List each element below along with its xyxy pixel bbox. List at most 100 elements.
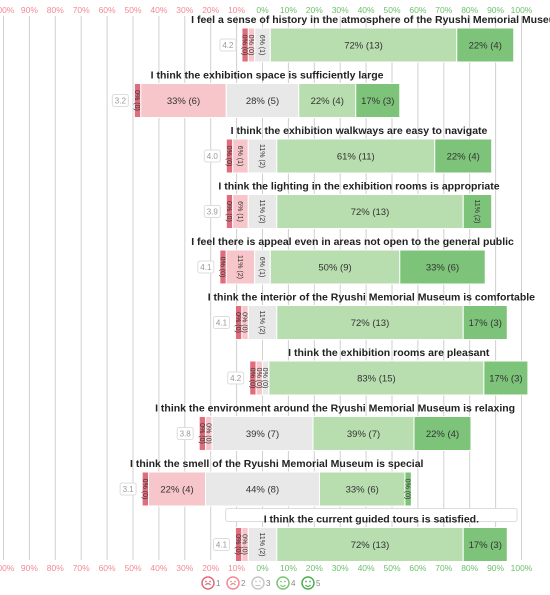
top-tick-label: 60% (409, 5, 426, 15)
segment-data-label: 72% (13) (351, 540, 390, 551)
segment-data-label: 22% (4) (469, 41, 502, 52)
bar-segment-level-2 (140, 83, 227, 118)
segment-data-label: 11% (2) (258, 200, 265, 224)
segment-data-label: 22% (4) (311, 96, 344, 107)
bottom-tick-label: 50% (383, 563, 400, 573)
question-title: I think the smell of the Ryushi Memorial… (130, 458, 424, 470)
segment-data-label: 28% (5) (246, 96, 279, 107)
mean-box (219, 38, 237, 52)
legend-label: 5 (316, 579, 321, 588)
question-title: I think the current guided tours is sati… (264, 514, 479, 526)
bottom-tick-label: 40% (150, 563, 167, 573)
segment-data-label: 72% (13) (351, 207, 390, 218)
segment-data-label: 0% (0) (141, 479, 148, 500)
question-title: I feel there is appeal even in areas not… (191, 236, 514, 248)
bottom-tick-label: 60% (409, 563, 426, 573)
mean-value: 3.1 (123, 485, 135, 494)
question-row: I think the interior of the Ryushi Memor… (208, 292, 535, 340)
segment-data-label: 0% (0) (225, 146, 232, 167)
bar-segment-level-3 (247, 305, 278, 340)
mean-value: 3.8 (180, 430, 192, 439)
bar-segment-level-2 (148, 471, 207, 507)
segment-data-label: 22% (4) (160, 485, 193, 496)
bar-segment-level-3 (247, 194, 278, 229)
top-tick-label: 50% (383, 5, 400, 15)
segment-data-label: 0% (0) (234, 312, 241, 333)
top-tick-label: 90% (21, 5, 38, 15)
segment-data-label: 17% (3) (469, 540, 502, 551)
mean-box (119, 482, 137, 496)
mean-box (176, 427, 194, 440)
segment-data-label: 0% (0) (404, 479, 411, 500)
question-title: I think the lighting in the exhibition r… (218, 181, 499, 193)
legend-label: 4 (291, 579, 296, 588)
axis-tick-labels: 100% 100% 90% 90% 80% 80% 70% 70% 60% 60% 50% 50% 40… (0, 5, 533, 573)
bar-segment-level-4 (298, 83, 357, 118)
bar-segment-level-5 (434, 138, 493, 174)
bar-segment-level-2 (225, 249, 256, 285)
bar-segment-level-5 (462, 305, 508, 340)
bottom-tick-label: 10% (280, 563, 297, 573)
segment-data-label: 83% (15) (357, 374, 396, 385)
question-title: I think the interior of the Ryushi Memor… (208, 292, 535, 304)
segment-data-label: 17% (3) (489, 374, 522, 385)
mean-box (212, 316, 230, 329)
top-tick-label: 80% (47, 5, 64, 15)
top-tick-label: 100% (0, 5, 15, 15)
segment-data-label: 0% (0) (219, 257, 226, 278)
question-row: I think the lighting in the exhibition r… (203, 181, 500, 229)
top-tick-label: 80% (461, 5, 478, 15)
bottom-tick-label: 20% (202, 563, 219, 573)
bar-segment-level-4 (276, 138, 436, 174)
segment-data-label: 0% (0) (234, 534, 241, 555)
top-tick-label: 20% (306, 5, 323, 15)
segment-data-label: 11% (2) (258, 533, 265, 557)
segment-data-label: 50% (9) (318, 263, 351, 274)
bottom-tick-label: 90% (21, 563, 38, 573)
bar-segment-level-3 (247, 138, 278, 174)
segment-data-label: 72% (13) (344, 41, 383, 52)
top-tick-label: 30% (332, 5, 349, 15)
question-row: I think the exhibition rooms are pleasan… (227, 347, 529, 396)
bottom-tick-label: 40% (358, 563, 375, 573)
mean-value: 4.1 (216, 541, 228, 550)
mean-value: 3.2 (115, 97, 127, 106)
very-happy-face-icon (301, 576, 315, 590)
bar-segment-level-5 (462, 527, 508, 562)
question-title: I think the exhibition walkways are easy… (231, 125, 488, 137)
segment-data-label: 39% (7) (347, 429, 380, 440)
neutral-face-icon (251, 576, 265, 590)
top-tick-label: 70% (73, 5, 90, 15)
mean-value: 4.0 (207, 152, 219, 161)
bar-segment-level-5 (355, 83, 401, 118)
bottom-tick-label: 90% (487, 563, 504, 573)
segment-data-label: 6% (1) (258, 35, 265, 56)
bar-segment-level-4 (276, 305, 464, 340)
question-row: I think the current guided tours is sati… (212, 508, 518, 562)
bar-segment-level-3 (211, 416, 314, 451)
segment-data-label: 33% (6) (167, 96, 200, 107)
segment-data-label: 11% (2) (258, 311, 265, 335)
bottom-tick-label: 80% (47, 563, 64, 573)
question-title: I think the environment around the Ryush… (155, 403, 515, 415)
bottom-tick-label: 30% (332, 563, 349, 573)
segment-data-label: 11% (2) (258, 144, 265, 168)
segment-data-label: 44% (8) (246, 485, 279, 496)
segment-data-label: 0% (0) (225, 201, 232, 222)
segment-data-label: 0% (0) (255, 368, 262, 389)
top-tick-label: 20% (202, 5, 219, 15)
mean-value: 4.2 (222, 41, 234, 50)
bottom-tick-label: 70% (435, 563, 452, 573)
top-tick-label: 70% (435, 5, 452, 15)
segment-data-label: 39% (7) (246, 429, 279, 440)
segment-data-label: 72% (13) (351, 318, 390, 329)
segment-data-label: 11% (2) (236, 255, 243, 279)
bottom-tick-label: 30% (176, 563, 193, 573)
bar-segment-level-5 (462, 194, 493, 229)
bar-segment-level-5 (456, 27, 515, 63)
question-row: I feel a sense of history in the atmosph… (191, 14, 550, 63)
sad-face-icon (226, 576, 240, 590)
bar-segment-level-3 (225, 83, 300, 118)
question-row: I think the exhibition space is sufficie… (111, 70, 401, 118)
